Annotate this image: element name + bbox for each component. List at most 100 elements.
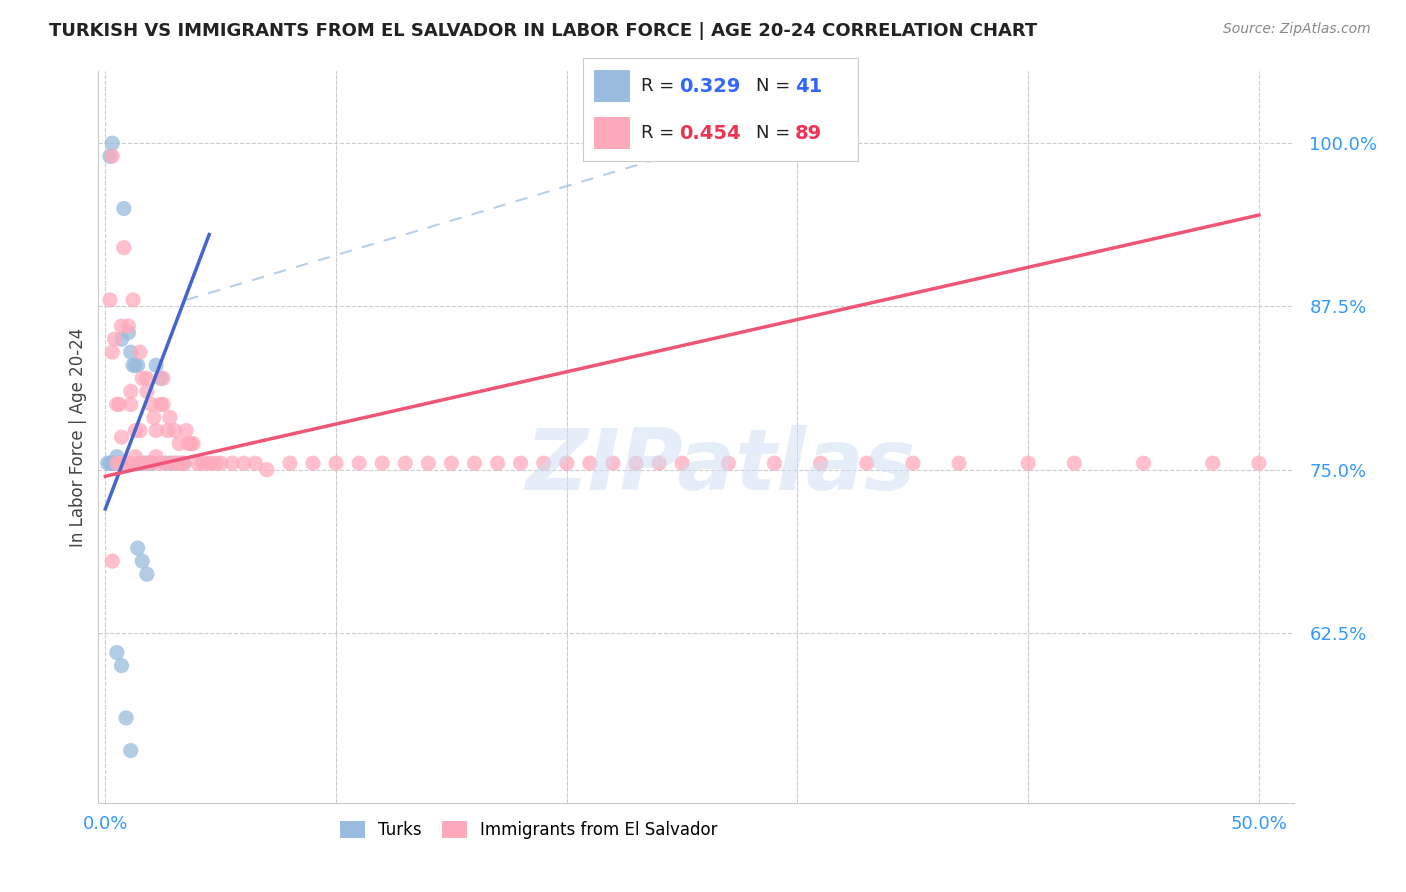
Point bbox=[108, 397, 131, 411]
Point bbox=[163, 456, 186, 470]
Point bbox=[103, 332, 125, 346]
Point bbox=[98, 293, 121, 307]
Point bbox=[440, 456, 463, 470]
Point bbox=[245, 456, 267, 470]
Point bbox=[173, 456, 195, 470]
Point bbox=[105, 456, 128, 470]
Point bbox=[105, 450, 128, 464]
Point bbox=[98, 149, 121, 163]
Point bbox=[122, 293, 145, 307]
Point bbox=[120, 345, 142, 359]
Point bbox=[555, 456, 578, 470]
Point bbox=[110, 456, 132, 470]
Point bbox=[124, 424, 146, 438]
Point bbox=[166, 456, 188, 470]
Point bbox=[221, 456, 243, 470]
Point bbox=[129, 345, 152, 359]
Point bbox=[142, 410, 165, 425]
Point bbox=[167, 436, 190, 450]
Point bbox=[134, 456, 156, 470]
Point bbox=[167, 456, 190, 470]
Point bbox=[101, 345, 124, 359]
Point bbox=[162, 456, 184, 470]
Point bbox=[200, 456, 222, 470]
Point bbox=[117, 326, 139, 340]
Point bbox=[173, 456, 195, 470]
Text: 89: 89 bbox=[794, 124, 821, 143]
Point bbox=[579, 456, 602, 470]
Point bbox=[232, 456, 254, 470]
Point bbox=[97, 456, 120, 470]
Point bbox=[105, 397, 128, 411]
Point bbox=[101, 149, 124, 163]
Point bbox=[117, 456, 139, 470]
Point bbox=[648, 456, 671, 470]
Point bbox=[103, 456, 125, 470]
Point bbox=[131, 371, 153, 385]
Point bbox=[191, 456, 214, 470]
Point bbox=[149, 397, 172, 411]
Point bbox=[138, 456, 160, 470]
Point bbox=[1247, 456, 1270, 470]
Point bbox=[124, 358, 146, 372]
Point bbox=[181, 436, 204, 450]
Point bbox=[112, 456, 135, 470]
Point bbox=[155, 456, 177, 470]
Point bbox=[948, 456, 970, 470]
Point bbox=[177, 436, 200, 450]
Point bbox=[1063, 456, 1085, 470]
Point bbox=[110, 332, 132, 346]
Point bbox=[145, 358, 167, 372]
Point bbox=[135, 384, 157, 399]
Point bbox=[1202, 456, 1225, 470]
Point bbox=[103, 456, 125, 470]
Text: Source: ZipAtlas.com: Source: ZipAtlas.com bbox=[1223, 22, 1371, 37]
Point bbox=[145, 424, 167, 438]
Text: R =: R = bbox=[641, 124, 681, 143]
Point bbox=[110, 430, 132, 444]
Point bbox=[1017, 456, 1039, 470]
Point bbox=[855, 456, 877, 470]
Point bbox=[205, 456, 228, 470]
Point bbox=[152, 397, 174, 411]
Point bbox=[717, 456, 740, 470]
Point bbox=[325, 456, 347, 470]
Text: N =: N = bbox=[756, 124, 796, 143]
Point bbox=[135, 567, 157, 582]
Point bbox=[98, 456, 121, 470]
Point bbox=[156, 424, 179, 438]
Bar bbox=[595, 118, 630, 149]
Y-axis label: In Labor Force | Age 20-24: In Labor Force | Age 20-24 bbox=[69, 327, 87, 547]
Legend: Turks, Immigrants from El Salvador: Turks, Immigrants from El Salvador bbox=[333, 814, 724, 846]
Point bbox=[195, 456, 218, 470]
Point bbox=[533, 456, 555, 470]
Text: N =: N = bbox=[756, 78, 796, 95]
Point bbox=[127, 541, 149, 555]
Point bbox=[810, 456, 832, 470]
Point bbox=[135, 371, 157, 385]
Text: 0.329: 0.329 bbox=[679, 77, 741, 95]
Point bbox=[141, 397, 163, 411]
Point bbox=[120, 743, 142, 757]
Bar bbox=[595, 70, 630, 102]
Point bbox=[129, 424, 152, 438]
Point bbox=[117, 456, 139, 470]
Point bbox=[115, 456, 138, 470]
Point bbox=[394, 456, 416, 470]
Point bbox=[101, 456, 124, 470]
Point bbox=[105, 646, 128, 660]
Point bbox=[131, 456, 153, 470]
Point bbox=[155, 456, 177, 470]
Text: 41: 41 bbox=[794, 77, 823, 95]
Point bbox=[124, 450, 146, 464]
Point bbox=[901, 456, 924, 470]
Point bbox=[187, 456, 209, 470]
Point bbox=[302, 456, 325, 470]
Text: TURKISH VS IMMIGRANTS FROM EL SALVADOR IN LABOR FORCE | AGE 20-24 CORRELATION CH: TURKISH VS IMMIGRANTS FROM EL SALVADOR I… bbox=[49, 22, 1038, 40]
Point bbox=[209, 456, 232, 470]
Point bbox=[180, 436, 202, 450]
Point bbox=[671, 456, 693, 470]
Text: ZIPatlas: ZIPatlas bbox=[524, 425, 915, 508]
Point bbox=[163, 424, 186, 438]
Point bbox=[110, 319, 132, 334]
